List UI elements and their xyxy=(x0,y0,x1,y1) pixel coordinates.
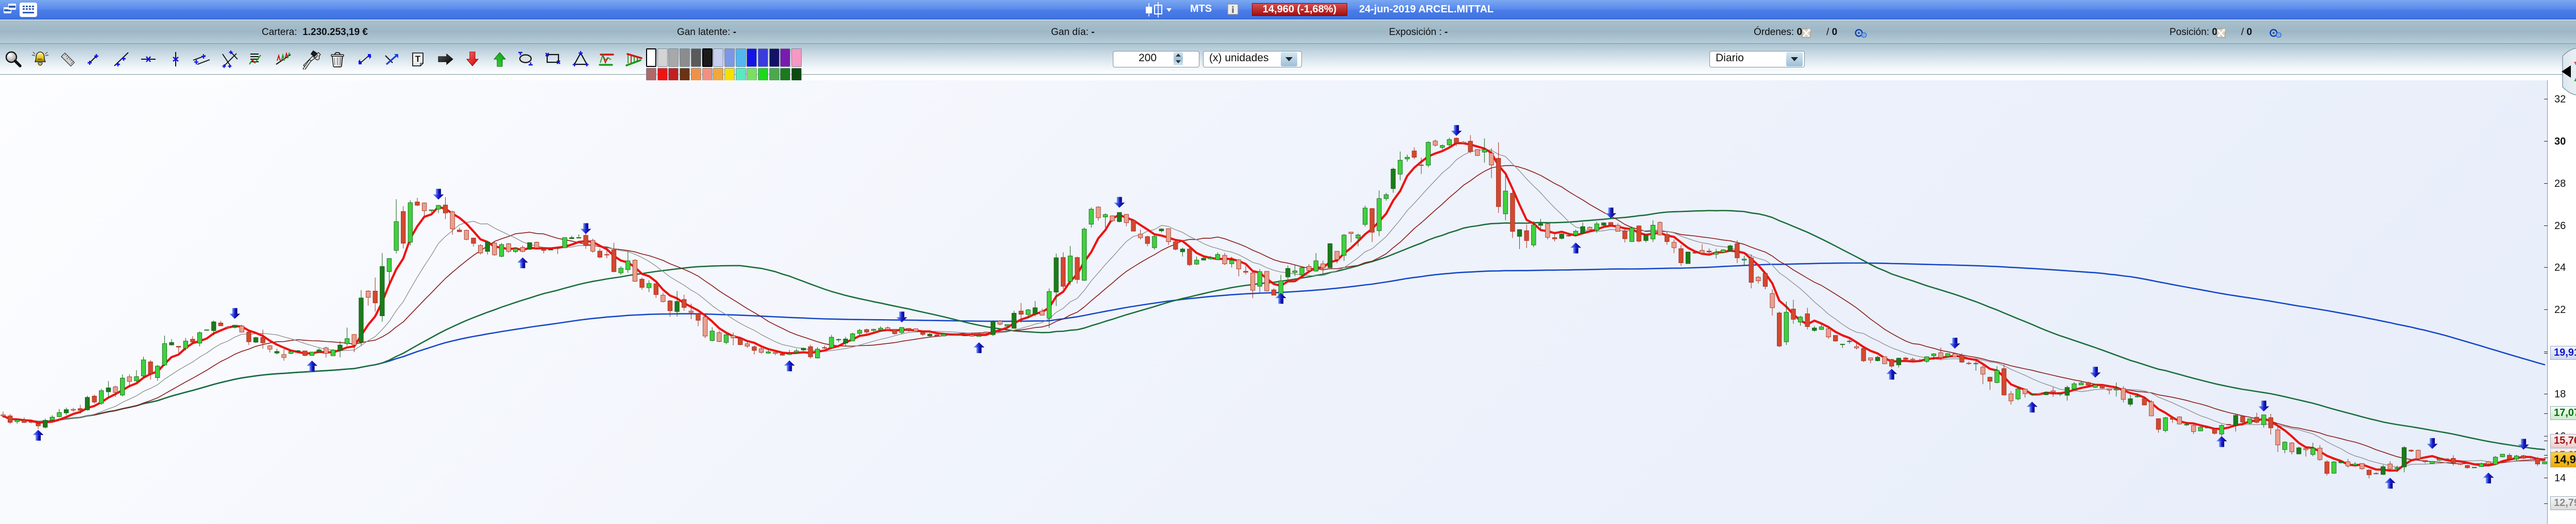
svg-text:T: T xyxy=(415,54,420,64)
